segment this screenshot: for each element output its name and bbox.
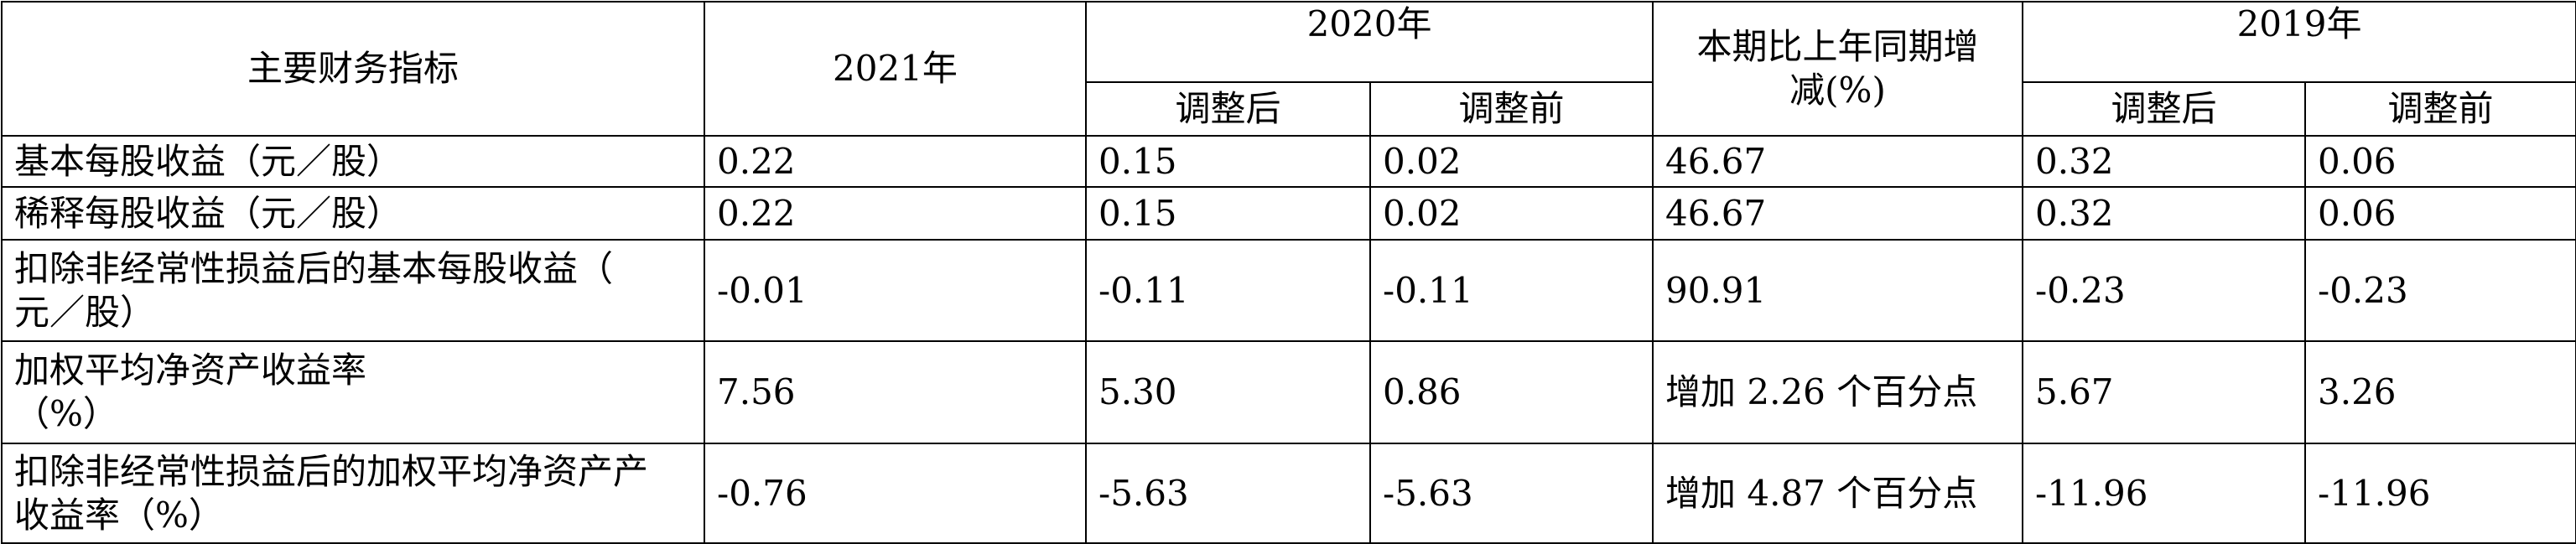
value-cell: 0.15 <box>1085 135 1371 188</box>
value-cell: -5.63 <box>1368 443 1654 544</box>
value-cell: 0.06 <box>2304 135 2576 188</box>
value-cell: 0.02 <box>1368 135 1654 188</box>
table-row: 主要财务指标 2021年 2020年 本期比上年同期增 减(%) 2019年 <box>1 1 2576 137</box>
value-cell: -11.96 <box>2022 443 2307 544</box>
row-label: 稀释每股收益（元／股） <box>1 186 705 241</box>
value-cell: 46.67 <box>1652 135 2024 188</box>
table-row: 稀释每股收益（元／股） 0.22 0.15 0.02 46.67 0.32 0.06 <box>1 186 2576 241</box>
value-cell: 5.67 <box>2022 340 2307 444</box>
header-cell: 2020年 <box>1084 1 1654 83</box>
value-cell: 5.30 <box>1085 340 1371 444</box>
row-label: 扣除非经常性损益后的加权平均净资产产 收益率（%） <box>1 443 705 544</box>
header-cell: 2021年 <box>704 1 1087 137</box>
value-cell: -11.96 <box>2304 443 2576 544</box>
value-cell: -0.23 <box>2304 239 2576 342</box>
subheader-cell: 调整前 <box>1368 81 1654 137</box>
header-cell: 主要财务指标 <box>1 1 705 137</box>
value-cell: -0.11 <box>1085 239 1371 342</box>
value-cell: -0.23 <box>2022 239 2307 342</box>
table-row: 扣除非经常性损益后的加权平均净资产产 收益率（%） -0.76 -5.63 -5.63… <box>1 443 2576 544</box>
header-cell: 本期比上年同期增 减(%) <box>1652 1 2024 137</box>
subheader-cell: 调整后 <box>2022 81 2307 137</box>
table-row: 加权平均净资产收益率 （%） 7.56 5.30 0.86 增加 2.26 个百分点 5.… <box>1 340 2576 444</box>
header-cell: 2019年 <box>2022 1 2576 83</box>
value-cell: 0.32 <box>2022 186 2307 241</box>
value-cell: -5.63 <box>1085 443 1371 544</box>
table-row: 调整后 调整前 调整后 调整前 <box>2 81 2576 137</box>
table-row: 基本每股收益（元／股） 0.22 0.15 0.02 46.67 0.32 0.06 <box>1 135 2576 188</box>
value-cell: 3.26 <box>2304 340 2576 444</box>
value-cell: -0.01 <box>704 239 1087 342</box>
subheader-cell: 调整前 <box>2304 81 2576 137</box>
value-cell: 0.15 <box>1085 186 1371 241</box>
value-cell: 0.22 <box>704 135 1087 188</box>
value-cell: 7.56 <box>704 340 1087 444</box>
value-cell: 90.91 <box>1652 239 2024 342</box>
row-label: 基本每股收益（元／股） <box>1 135 705 188</box>
table-row: 扣除非经常性损益后的基本每股收益（ 元／股） -0.01 -0.11 -0.11 90.… <box>1 239 2576 342</box>
value-cell: 0.02 <box>1368 186 1654 241</box>
row-label: 扣除非经常性损益后的基本每股收益（ 元／股） <box>1 239 705 342</box>
value-cell: 0.22 <box>704 186 1087 241</box>
value-cell: -0.11 <box>1368 239 1654 342</box>
value-cell: -0.76 <box>704 443 1087 544</box>
value-cell: 增加 4.87 个百分点 <box>1652 443 2024 544</box>
value-cell: 46.67 <box>1652 186 2024 241</box>
value-cell: 0.06 <box>2304 186 2576 241</box>
value-cell: 0.32 <box>2022 135 2307 188</box>
value-cell: 增加 2.26 个百分点 <box>1652 340 2024 444</box>
value-cell: 0.86 <box>1368 340 1654 444</box>
row-label: 加权平均净资产收益率 （%） <box>1 340 705 444</box>
subheader-cell: 调整后 <box>1085 81 1371 137</box>
